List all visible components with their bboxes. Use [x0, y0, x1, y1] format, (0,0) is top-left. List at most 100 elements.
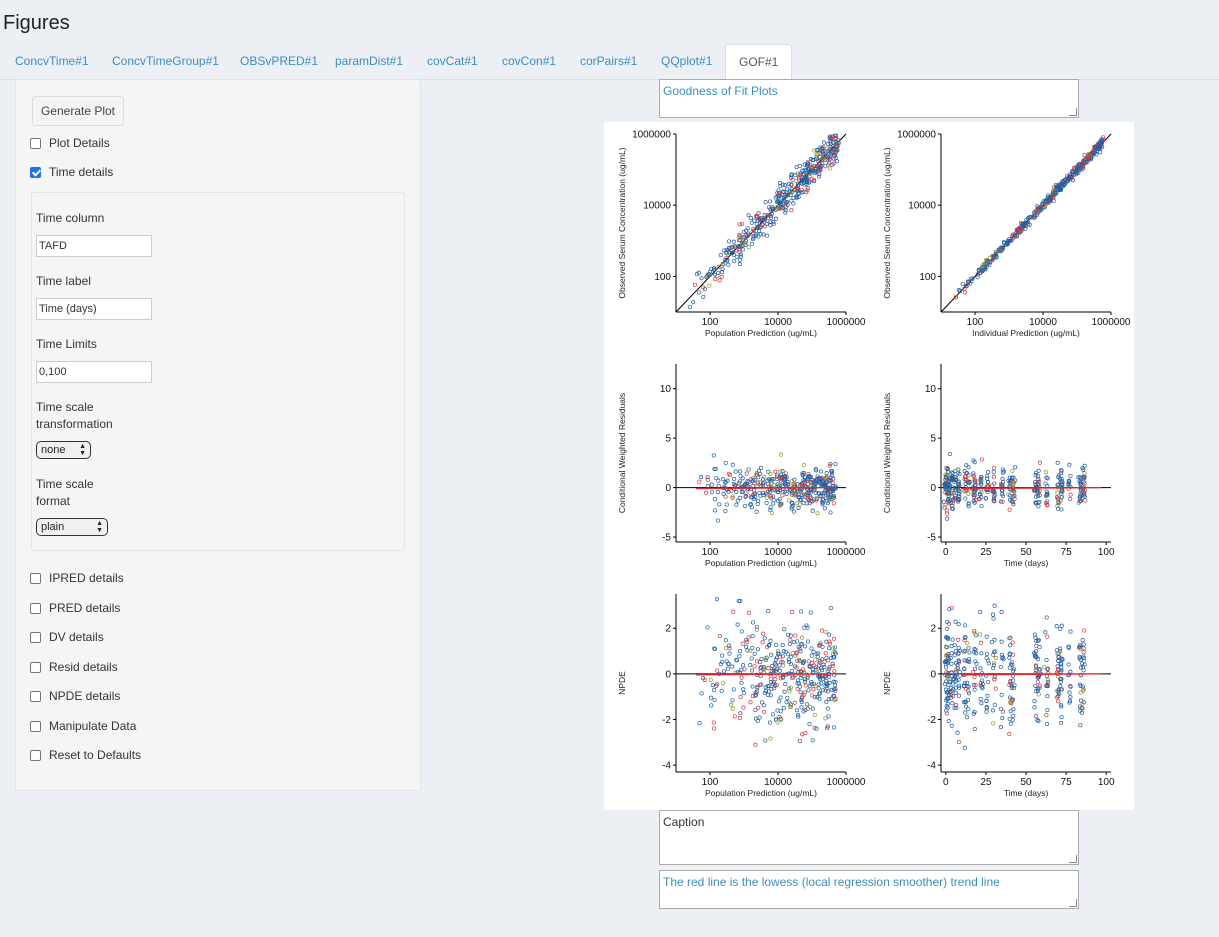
data-point	[771, 498, 776, 503]
data-point	[748, 663, 753, 668]
checkbox-box[interactable]	[30, 749, 41, 761]
data-point	[732, 714, 737, 719]
data-point	[704, 490, 709, 495]
data-point	[972, 630, 977, 635]
x-axis-label: Time (days)	[1004, 558, 1049, 568]
data-point	[800, 661, 806, 666]
data-point	[734, 254, 739, 259]
checkbox-box[interactable]	[30, 602, 41, 614]
data-point	[971, 473, 976, 478]
data-point	[966, 487, 971, 492]
resize-grip-icon[interactable]	[1069, 855, 1077, 863]
data-point	[800, 694, 805, 699]
data-point	[755, 659, 760, 664]
data-point	[821, 676, 826, 681]
checkbox-box[interactable]	[30, 661, 41, 673]
data-point	[750, 684, 755, 689]
data-point	[1007, 732, 1012, 737]
npde-details-checkbox[interactable]: NPDE details	[30, 687, 120, 705]
time-scale-transformation-select[interactable]: none ▲ ▼	[36, 441, 91, 459]
footnote-textarea[interactable]: The red line is the lowess (local regres…	[659, 870, 1079, 909]
data-point	[744, 481, 750, 486]
tab-covcat[interactable]: covCat#1	[427, 54, 478, 68]
data-point	[764, 214, 769, 219]
plot-details-checkbox[interactable]: Plot Details	[30, 134, 110, 152]
data-point	[786, 498, 791, 503]
data-point	[944, 659, 950, 664]
data-point	[758, 232, 763, 237]
pred-details-checkbox[interactable]: PRED details	[30, 599, 120, 617]
data-point	[1081, 162, 1086, 167]
data-point	[755, 684, 760, 689]
checkbox-box[interactable]	[30, 720, 41, 732]
data-point	[1000, 493, 1006, 499]
checkbox-box[interactable]	[30, 572, 41, 584]
data-point	[828, 478, 833, 483]
data-point	[796, 712, 801, 717]
data-point	[773, 683, 778, 688]
generate-plot-button[interactable]: Generate Plot	[32, 96, 124, 126]
plot-title-textarea[interactable]: Goodness of Fit Plots	[659, 79, 1079, 118]
resize-grip-icon[interactable]	[1069, 108, 1077, 116]
data-point	[727, 473, 733, 478]
data-point	[1081, 493, 1086, 498]
dv-details-checkbox[interactable]: DV details	[30, 628, 104, 646]
data-point	[773, 662, 778, 667]
time-column-input[interactable]	[36, 235, 152, 257]
data-point	[1010, 479, 1015, 484]
tab-concvtime[interactable]: ConcvTime#1	[15, 54, 89, 68]
tab-corpairs[interactable]: corPairs#1	[580, 54, 638, 68]
data-point	[1012, 683, 1017, 688]
data-point	[963, 710, 968, 715]
data-point	[781, 206, 786, 211]
data-point	[783, 649, 788, 654]
data-point	[749, 668, 755, 673]
data-point	[723, 494, 728, 499]
checkbox-box[interactable]	[30, 631, 41, 643]
data-point	[991, 469, 996, 474]
data-point	[748, 648, 753, 653]
data-point	[824, 639, 829, 644]
data-point	[984, 476, 990, 481]
data-point	[753, 690, 758, 695]
data-point	[775, 498, 781, 503]
data-point	[1045, 634, 1050, 639]
reset-defaults-checkbox[interactable]: Reset to Defaults	[30, 746, 141, 764]
x-tick-label: 1000000	[1092, 317, 1131, 328]
data-point	[789, 198, 794, 203]
data-point	[774, 642, 779, 647]
data-point	[801, 709, 806, 714]
resize-grip-icon[interactable]	[1069, 899, 1077, 907]
checkbox-box-checked[interactable]	[30, 166, 41, 178]
data-point	[815, 654, 820, 659]
time-scale-format-select[interactable]: plain ▲ ▼	[36, 518, 108, 536]
data-point	[804, 174, 809, 179]
tab-concvtimegroup[interactable]: ConcvTimeGroup#1	[112, 54, 219, 68]
y-tick-label: -4	[662, 761, 671, 772]
manipulate-data-checkbox[interactable]: Manipulate Data	[30, 717, 136, 735]
gof-plot-grid: 100 10000 1000000100100001000000Population…	[617, 130, 1131, 799]
data-point	[803, 683, 808, 688]
caption-textarea[interactable]: Caption	[659, 810, 1079, 865]
checkbox-label: Resid details	[49, 660, 118, 674]
data-point	[963, 473, 968, 479]
time-details-checkbox[interactable]: Time details	[30, 163, 113, 181]
data-point	[737, 235, 742, 240]
data-point	[805, 672, 810, 677]
tab-covcon[interactable]: covCon#1	[502, 54, 557, 68]
tab-qqplot[interactable]: QQplot#1	[661, 54, 713, 68]
tab-gof[interactable]: GOF#1	[725, 44, 793, 81]
tab-paramdist[interactable]: paramDist#1	[335, 54, 404, 68]
ipred-details-checkbox[interactable]: IPRED details	[30, 569, 124, 587]
data-point	[769, 679, 774, 685]
checkbox-box[interactable]	[30, 690, 41, 702]
data-point	[949, 605, 954, 611]
tab-obsvpred[interactable]: OBSvPRED#1	[240, 54, 319, 68]
resid-details-checkbox[interactable]: Resid details	[30, 658, 118, 676]
time-limits-input[interactable]	[36, 361, 152, 383]
data-point	[984, 698, 989, 703]
time-label-input[interactable]	[36, 298, 152, 320]
data-point	[1037, 667, 1042, 672]
checkbox-box[interactable]	[30, 137, 41, 149]
data-point	[791, 482, 796, 487]
